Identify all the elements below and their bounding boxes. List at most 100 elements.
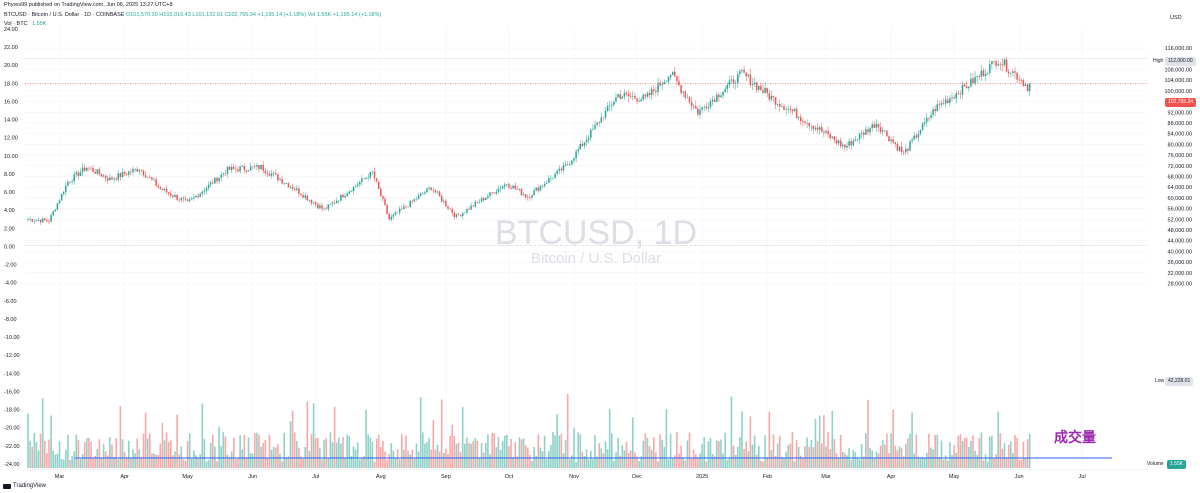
candle-body [44, 218, 46, 220]
candle-body [176, 195, 178, 200]
candle-body [837, 140, 840, 144]
volume-bar [39, 433, 42, 468]
volume-bar [879, 445, 882, 468]
volume-bar [109, 437, 111, 468]
volume-bar [459, 452, 462, 468]
candle-body [812, 125, 815, 130]
volume-bar [529, 454, 531, 468]
candle-body [690, 102, 693, 106]
price-tick-label: 52,000.00 [1168, 217, 1192, 223]
candle-body [136, 169, 138, 172]
volume-bar [272, 446, 275, 468]
candle-body [508, 184, 510, 188]
candle-body [707, 107, 710, 109]
candle-body [27, 219, 29, 220]
volume-bar [222, 432, 225, 468]
candle-body [46, 219, 48, 221]
volume-bar [180, 446, 183, 468]
volume-bar [256, 432, 258, 468]
volume-bar [266, 457, 269, 468]
candle-body [29, 219, 31, 220]
volume-bar [699, 453, 701, 468]
volume-bar [113, 456, 115, 468]
candle-body [913, 135, 915, 140]
volume-bar [722, 453, 724, 468]
candle-body [594, 124, 596, 129]
ohlc-high: H103,016.43 [159, 12, 191, 18]
candle-body [541, 185, 544, 187]
candle-body [793, 108, 796, 112]
candle-body [831, 136, 834, 139]
volume-bar [325, 438, 327, 468]
volume-bar [405, 435, 407, 468]
candle-body [705, 106, 708, 109]
volume-bar [846, 455, 848, 468]
volume-bar [793, 461, 796, 468]
candle-body [871, 124, 873, 129]
currency-label[interactable]: USD [1170, 15, 1182, 21]
candle-body [846, 145, 848, 148]
volume-bar [100, 458, 103, 468]
symbol-info: BTCUSD · Bitcoin / U.S. Dollar · 1D · CO… [4, 12, 381, 18]
volume-bar [602, 453, 605, 468]
volume-bar [888, 453, 890, 468]
price-tick-label: 48,000.00 [1168, 228, 1192, 234]
volume-bar [214, 446, 216, 468]
candle-body [363, 178, 365, 180]
candle-body [193, 197, 195, 199]
candle-body [699, 109, 701, 115]
volume-bar [690, 458, 693, 468]
candle-body [596, 122, 598, 125]
left-tick-label: -4.00 [4, 281, 17, 287]
candle-body [879, 127, 882, 132]
volume-bar [934, 434, 936, 468]
candle-body [560, 168, 563, 171]
price-tick-label: 40,000.00 [1168, 249, 1192, 255]
candle-body [77, 172, 80, 177]
candle-body [533, 190, 535, 196]
volume-bar [867, 399, 869, 468]
volume-bar [907, 438, 909, 468]
candle-body [751, 83, 754, 86]
candle-body [665, 81, 668, 83]
candle-body [623, 92, 626, 97]
candle-body [743, 69, 745, 73]
left-tick-label: -6.00 [4, 299, 17, 305]
candle-body [806, 122, 808, 124]
volume-bar [132, 449, 134, 468]
candle-body [919, 130, 922, 134]
volume-bar [797, 446, 800, 468]
time-tick-label: Jun [1015, 474, 1024, 480]
time-axis[interactable]: Mar Apr May Jun Jul Aug Sep Oct Nov Dec 2025 Feb Mar… [55, 474, 1086, 480]
volume-bar [205, 461, 208, 468]
candle-body [134, 169, 136, 170]
candle-body [585, 139, 588, 143]
volume-bar [548, 451, 550, 468]
left-tick-label: 24.00 [4, 27, 18, 33]
candle-body [56, 203, 59, 210]
volume-bar [426, 441, 428, 468]
volume-bar [306, 401, 309, 468]
candle-body [877, 123, 880, 128]
volume-bar [787, 445, 789, 468]
volume-bar [199, 454, 201, 468]
volume-bar [671, 458, 674, 468]
volume-legend-label[interactable]: Vol · BTC [4, 21, 28, 27]
candle-body [774, 97, 777, 105]
price-axis[interactable]: 116,000.00112,000.00108,000.00104,000.00… [1164, 46, 1192, 287]
volume-bar [167, 441, 170, 468]
volume-bar [392, 450, 395, 468]
candle-body [451, 209, 453, 213]
candle-body [394, 212, 397, 215]
symbol-line[interactable]: BTCUSD · Bitcoin / U.S. Dollar · 1D · CO… [4, 12, 125, 18]
tradingview-logo[interactable]: TradingView [3, 483, 46, 489]
volume-bar [692, 449, 695, 468]
volume-bar [436, 444, 439, 468]
volume-bar [655, 452, 657, 468]
candle-body [146, 177, 149, 178]
volume-bar [125, 457, 128, 468]
candle-body [163, 188, 166, 191]
candle-body [237, 169, 239, 172]
candle-body [430, 187, 432, 190]
